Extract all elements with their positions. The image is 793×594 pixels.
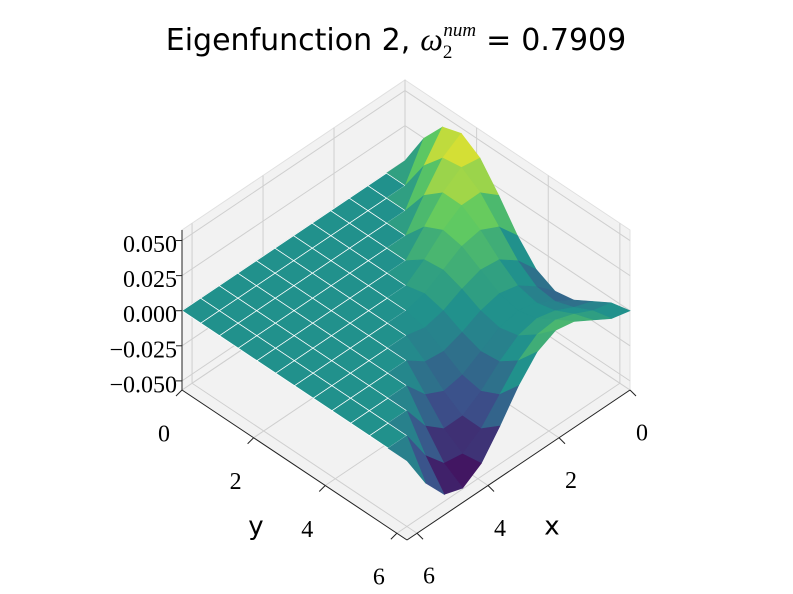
x-tick [629, 389, 637, 397]
x-tick-label: 2 [565, 468, 577, 494]
y-tick-label: 6 [373, 565, 385, 591]
title-subscript: 2 [443, 42, 453, 63]
z-tick-label: −0.025 [109, 337, 177, 363]
y-tick-label: 4 [301, 517, 313, 543]
grid-line [191, 382, 418, 534]
title-superscript: num [443, 20, 476, 41]
y-tick [390, 532, 398, 540]
y-tick [175, 389, 183, 397]
x-tick [416, 532, 424, 540]
title-symbol: ω [420, 21, 443, 57]
surface [181, 126, 631, 496]
title-text: Eigenfunction 2, [166, 23, 411, 58]
x-tick-label: 0 [636, 421, 648, 447]
chart-title: Eigenfunction 2, ω2num = 0.7909 [166, 20, 626, 63]
grid-line [404, 90, 631, 241]
y-tick-label: 2 [230, 469, 242, 495]
z-tick-label: 0.050 [123, 232, 177, 258]
grid-line [396, 382, 621, 534]
surface-cell [387, 435, 426, 484]
z-tick-label: 0.025 [123, 267, 177, 293]
grid-line [181, 90, 406, 241]
y-tick [318, 485, 326, 492]
y-tick [247, 437, 254, 445]
grid-line [181, 125, 406, 277]
z-tick-label: 0.000 [123, 302, 177, 328]
y-tick-label: 0 [158, 422, 170, 448]
y-axis-label: y [248, 512, 263, 542]
title-value: 0.7909 [521, 23, 626, 58]
x-tick [558, 437, 566, 445]
x-tick [487, 485, 495, 492]
x-tick-label: 6 [423, 564, 435, 590]
x-axis-line [406, 389, 631, 541]
title-relation: = [486, 23, 511, 58]
x-tick-label: 4 [494, 516, 506, 542]
y-axis-line [181, 389, 408, 541]
axes: 0 2 4 6 0 2 4 6 −0.050 −0.025 0.000 0.025 0.050 [109, 230, 648, 591]
x-axis-label: x [544, 512, 559, 542]
z-tick-label: −0.050 [109, 372, 177, 398]
